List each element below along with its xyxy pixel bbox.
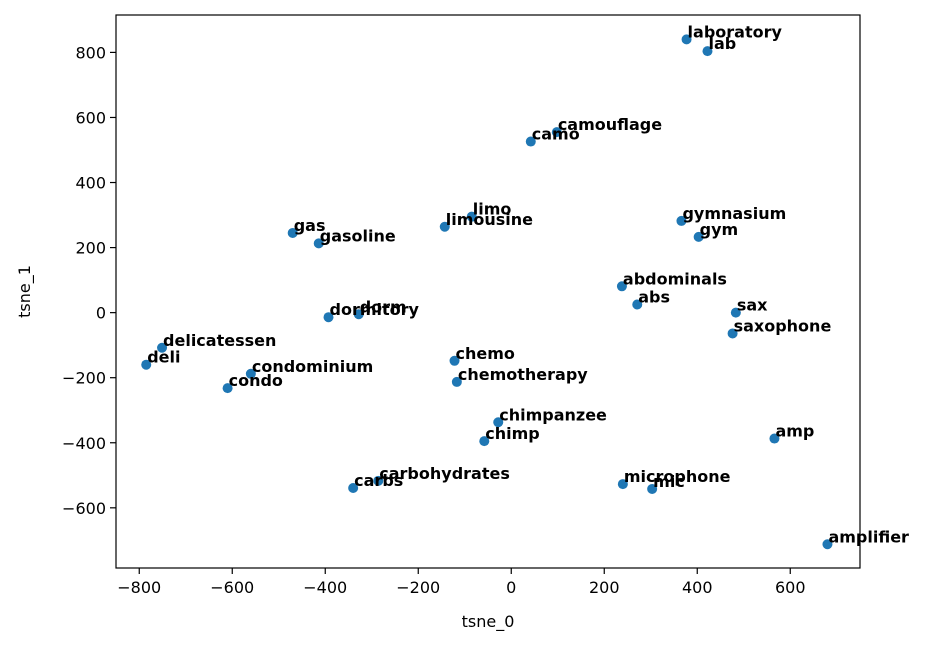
x-tick-label: 200 bbox=[589, 578, 620, 597]
data-point bbox=[727, 328, 738, 339]
data-point bbox=[353, 309, 364, 320]
point-label: chemo bbox=[456, 344, 515, 363]
x-axis-label: tsne_0 bbox=[462, 612, 515, 632]
x-tick-label: 400 bbox=[682, 578, 713, 597]
point-label: abs bbox=[638, 288, 670, 307]
data-point bbox=[439, 221, 450, 232]
point-label: carbs bbox=[354, 471, 403, 490]
data-point bbox=[141, 359, 152, 370]
data-point bbox=[822, 539, 833, 550]
axis-ticks: −800 −600 −400 −200 0 200 400 600 −600 −400 −200 0 2… bbox=[62, 43, 805, 597]
data-point bbox=[479, 436, 490, 447]
data-point bbox=[245, 368, 256, 379]
data-point bbox=[451, 376, 462, 387]
x-tick-label: 0 bbox=[506, 578, 516, 597]
point-label: chimpanzee bbox=[499, 405, 607, 424]
y-tick-label: 600 bbox=[75, 108, 106, 127]
y-tick-label: 0 bbox=[96, 304, 106, 323]
data-point bbox=[493, 417, 504, 428]
x-tick-label: −400 bbox=[303, 578, 347, 597]
data-point bbox=[287, 227, 298, 238]
point-label: gasoline bbox=[320, 226, 396, 245]
data-point bbox=[769, 433, 780, 444]
y-tick-label: −400 bbox=[62, 434, 106, 453]
data-point bbox=[525, 136, 536, 147]
point-label: delicatessen bbox=[163, 331, 276, 350]
point-label: amplifier bbox=[828, 527, 909, 546]
data-point bbox=[730, 307, 741, 318]
point-label: dorm bbox=[360, 297, 407, 316]
y-tick-label: −200 bbox=[62, 369, 106, 388]
data-point bbox=[681, 34, 692, 45]
y-tick-label: 400 bbox=[75, 174, 106, 193]
point-label: deli bbox=[147, 348, 180, 367]
point-label: saxophone bbox=[734, 316, 832, 335]
point-label: gymnasium bbox=[682, 204, 786, 223]
y-tick-label: 200 bbox=[75, 239, 106, 258]
point-label: amp bbox=[775, 422, 814, 441]
data-point bbox=[693, 231, 704, 242]
point-label: mic bbox=[653, 472, 685, 491]
data-points bbox=[141, 34, 833, 550]
data-point bbox=[313, 238, 324, 249]
point-label: lab bbox=[708, 34, 736, 53]
x-tick-label: −200 bbox=[396, 578, 440, 597]
data-point bbox=[157, 342, 168, 353]
point-label: sax bbox=[737, 296, 768, 315]
data-point bbox=[348, 482, 359, 493]
data-point bbox=[616, 281, 627, 292]
point-label: laboratory bbox=[688, 22, 783, 41]
x-tick-label: −800 bbox=[117, 578, 161, 597]
data-point bbox=[466, 211, 477, 222]
point-label: limo bbox=[473, 200, 512, 219]
data-point bbox=[222, 383, 233, 394]
point-label: condominium bbox=[252, 357, 373, 376]
point-label: condo bbox=[229, 371, 283, 390]
point-label: camouflage bbox=[558, 115, 662, 134]
x-tick-label: 600 bbox=[775, 578, 806, 597]
point-label: camo bbox=[532, 125, 580, 144]
point-label: carbohydrates bbox=[379, 464, 510, 483]
data-point bbox=[449, 355, 460, 366]
data-point bbox=[373, 475, 384, 486]
data-point bbox=[551, 127, 562, 138]
point-label: chimp bbox=[485, 424, 539, 443]
data-point bbox=[632, 299, 643, 310]
point-label: limousine bbox=[446, 210, 533, 229]
y-tick-label: −600 bbox=[62, 499, 106, 518]
point-label: chemotherapy bbox=[458, 365, 588, 384]
data-point bbox=[617, 479, 628, 490]
data-point bbox=[702, 46, 713, 57]
data-point bbox=[647, 483, 658, 494]
y-axis-label: tsne_1 bbox=[15, 265, 35, 318]
point-label: gym bbox=[700, 220, 739, 239]
y-tick-label: 800 bbox=[75, 43, 106, 62]
plot-frame bbox=[115, 14, 861, 569]
point-label: dormitory bbox=[330, 300, 420, 319]
point-label: abdominals bbox=[623, 269, 727, 288]
point-label: gas bbox=[294, 216, 326, 235]
point-label: microphone bbox=[624, 467, 731, 486]
x-tick-label: −600 bbox=[210, 578, 254, 597]
data-point bbox=[323, 312, 334, 323]
data-point bbox=[676, 215, 687, 226]
